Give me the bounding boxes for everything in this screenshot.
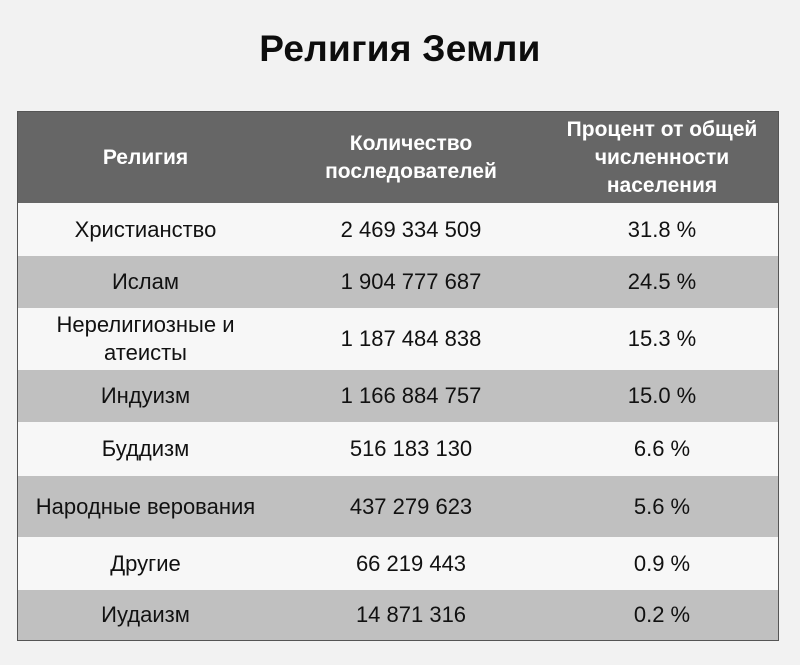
- table-row: Иудаизм 14 871 316 0.2 %: [18, 590, 778, 640]
- religion-cell: Народные верования: [35, 493, 256, 519]
- percent-cell: 24.5 %: [627, 269, 697, 294]
- percent-cell: 5.6 %: [633, 493, 691, 519]
- table-row: Нерелигиозные и атеисты 1 187 484 838 15…: [18, 308, 778, 370]
- header-religion: Религия: [102, 145, 189, 169]
- table-row: Ислам 1 904 777 687 24.5 %: [18, 256, 778, 308]
- religion-cell: Буддизм: [101, 436, 190, 461]
- header-percent: Процент от общей численности населения: [566, 117, 758, 197]
- table-row: Другие 66 219 443 0.9 %: [18, 537, 778, 590]
- page-title: Религия Земли: [259, 28, 541, 69]
- percent-cell: 0.2 %: [633, 602, 691, 627]
- religion-cell: Иудаизм: [101, 602, 190, 627]
- table-row: Христианство 2 469 334 509 31.8 %: [18, 203, 778, 256]
- religion-cell: Ислам: [111, 269, 179, 294]
- percent-cell: 31.8 %: [627, 216, 697, 242]
- religion-table: Религия Количество последователей Процен…: [17, 111, 779, 641]
- followers-cell: 516 183 130: [349, 436, 473, 461]
- table-header: Религия Количество последователей Процен…: [18, 112, 778, 203]
- religion-cell: Другие: [110, 550, 181, 576]
- followers-cell: 437 279 623: [349, 493, 473, 519]
- religion-cell: Индуизм: [100, 383, 191, 408]
- table-row: Индуизм 1 166 884 757 15.0 %: [18, 370, 778, 422]
- percent-cell: 0.9 %: [633, 550, 691, 576]
- religion-cell: Нерелигиозные и атеисты: [56, 312, 235, 365]
- header-followers: Количество последователей: [325, 131, 497, 183]
- followers-cell: 66 219 443: [355, 550, 467, 576]
- followers-cell: 2 469 334 509: [340, 216, 482, 242]
- table-row: Буддизм 516 183 130 6.6 %: [18, 422, 778, 476]
- table-row: Народные верования 437 279 623 5.6 %: [18, 476, 778, 537]
- religion-cell: Христианство: [74, 216, 217, 242]
- percent-cell: 15.3 %: [627, 326, 697, 351]
- followers-cell: 1 187 484 838: [340, 326, 482, 351]
- percent-cell: 6.6 %: [633, 436, 691, 461]
- followers-cell: 14 871 316: [355, 602, 467, 627]
- followers-cell: 1 904 777 687: [340, 269, 482, 294]
- followers-cell: 1 166 884 757: [340, 383, 482, 408]
- percent-cell: 15.0 %: [627, 383, 697, 408]
